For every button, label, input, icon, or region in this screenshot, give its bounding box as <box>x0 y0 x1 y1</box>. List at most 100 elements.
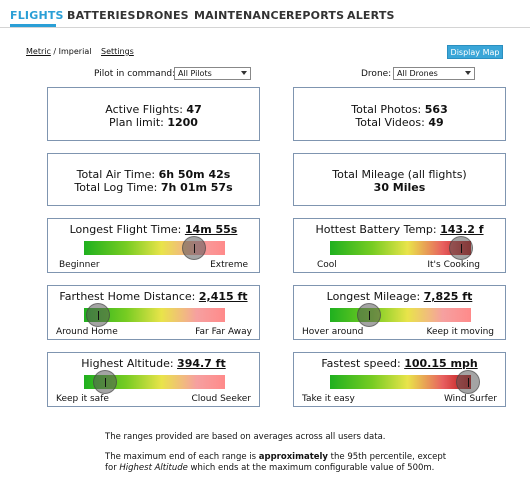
knob-tick <box>98 311 100 320</box>
main-nav: FLIGHTS BATTERIES DRONES MAINTENANCE REP… <box>0 0 530 28</box>
tab-reports[interactable]: REPORTS <box>286 9 345 22</box>
knob-tick <box>105 378 107 387</box>
plan-limit-line: Plan limit: 1200 <box>48 116 259 129</box>
gauge-value: 14m 55s <box>184 223 238 236</box>
air-time-label: Total Air Time: <box>76 168 156 181</box>
tab-alerts[interactable]: ALERTS <box>347 9 395 22</box>
active-flights-label: Active Flights: <box>105 103 183 116</box>
settings-link-wrap: Settings <box>101 47 134 56</box>
unit-separator: / <box>50 47 59 56</box>
gauge-knob <box>86 303 111 327</box>
gauge-bar <box>330 308 471 322</box>
gauge-right-label: It's Cooking <box>427 260 480 270</box>
gauge-bar <box>330 241 471 255</box>
unit-toggle: Metric / Imperial <box>26 47 91 56</box>
total-videos-label: Total Videos: <box>355 116 425 129</box>
gauge-knob <box>456 370 481 394</box>
tab-drones[interactable]: DRONES <box>136 9 189 22</box>
gauge-right-label: Extreme <box>210 260 248 270</box>
imperial-link[interactable]: Imperial <box>58 47 92 56</box>
plan-limit-label: Plan limit: <box>109 116 164 129</box>
note-text-b: approximately <box>258 452 328 462</box>
gauge-bar <box>84 375 225 389</box>
gauge-title-label: Hottest Battery Temp: <box>315 223 437 236</box>
note-text-a: The maximum end of each range is <box>105 452 259 462</box>
pilot-select[interactable]: All Pilots <box>174 67 251 80</box>
gauge-bar <box>84 308 225 322</box>
gauge-value: 394.7 ft <box>177 357 226 370</box>
gauge-title-label: Farthest Home Distance: <box>59 290 196 303</box>
gauge-knob <box>93 370 118 394</box>
active-flights-line: Active Flights: 47 <box>48 103 259 116</box>
gauge-title: Longest Mileage: 7,825 ft <box>294 290 505 303</box>
total-videos-value: 49 <box>428 116 444 129</box>
drone-label: Drone: <box>361 69 392 79</box>
note-text-f: which ends at the maximum configurable v… <box>187 463 435 473</box>
knob-tick <box>193 244 195 253</box>
tab-batteries[interactable]: BATTERIES <box>67 9 136 22</box>
gauge-value: 143.2 f <box>440 223 484 236</box>
active-flights-value: 47 <box>186 103 202 116</box>
gauge-knob <box>181 236 206 260</box>
gauge-card-highest-altitude: Highest Altitude: 394.7 ft Keep it safe … <box>47 352 260 407</box>
gauge-title-label: Longest Mileage: <box>326 290 421 303</box>
gauge-left-label: Keep it safe <box>56 394 109 404</box>
note-text-e: Highest Altitude <box>119 463 188 473</box>
gauge-bar <box>330 375 471 389</box>
log-time-line: Total Log Time: 7h 01m 57s <box>48 181 259 194</box>
mileage-label: Total Mileage (all flights) <box>332 168 467 181</box>
gauge-card-farthest-home-distance: Farthest Home Distance: 2,415 ft Around … <box>47 285 260 340</box>
gauge-title: Longest Flight Time: 14m 55s <box>48 223 259 236</box>
air-time-card: Total Air Time: 6h 50m 42s Total Log Tim… <box>47 153 260 206</box>
air-time-line: Total Air Time: 6h 50m 42s <box>48 168 259 181</box>
gauge-right-label: Far Far Away <box>195 327 252 337</box>
drone-select-value: All Drones <box>397 69 438 78</box>
gauge-value: 100.15 mph <box>404 357 478 370</box>
gauge-knob <box>449 236 474 260</box>
mileage-card: Total Mileage (all flights) 30 Miles <box>293 153 506 206</box>
knob-tick <box>468 378 470 387</box>
drone-select[interactable]: All Drones <box>393 67 475 80</box>
pilot-select-value: All Pilots <box>178 69 212 78</box>
knob-tick <box>461 244 463 253</box>
gauge-title: Farthest Home Distance: 2,415 ft <box>48 290 259 303</box>
mileage-value: 30 Miles <box>373 181 426 194</box>
percentile-note: The maximum end of each range is approxi… <box>105 452 465 474</box>
gauge-card-longest-flight-time: Longest Flight Time: 14m 55s Beginner Ex… <box>47 218 260 273</box>
gauge-title-label: Fastest speed: <box>321 357 401 370</box>
gauge-value: 7,825 ft <box>423 290 473 303</box>
display-map-button[interactable]: Display Map <box>447 45 503 59</box>
gauge-left-label: Hover around <box>302 327 364 337</box>
tab-maintenance[interactable]: MAINTENANCE <box>194 9 287 22</box>
chevron-down-icon <box>465 71 471 75</box>
gauge-title-label: Highest Altitude: <box>81 357 174 370</box>
gauge-knob <box>357 303 382 327</box>
gauge-card-hottest-battery-temp: Hottest Battery Temp: 143.2 f Cool It's … <box>293 218 506 273</box>
gauge-left-label: Take it easy <box>302 394 355 404</box>
metric-link[interactable]: Metric <box>26 47 51 56</box>
settings-link[interactable]: Settings <box>101 47 134 56</box>
knob-tick <box>369 311 371 320</box>
gauge-value: 2,415 ft <box>198 290 248 303</box>
total-photos-label: Total Photos: <box>351 103 422 116</box>
gauge-right-label: Keep it moving <box>426 327 494 337</box>
total-photos-value: 563 <box>424 103 448 116</box>
air-time-value: 6h 50m 42s <box>158 168 231 181</box>
ranges-note: The ranges provided are based on average… <box>105 432 386 442</box>
note-text-c: the 95th percentile, except <box>327 452 447 462</box>
log-time-value: 7h 01m 57s <box>160 181 233 194</box>
gauge-left-label: Around Home <box>56 327 118 337</box>
media-card: Total Photos: 563 Total Videos: 49 <box>293 87 506 141</box>
gauge-title-label: Longest Flight Time: <box>69 223 182 236</box>
note-text-d: for <box>105 463 120 473</box>
total-photos-line: Total Photos: 563 <box>294 103 505 116</box>
gauge-right-label: Cloud Seeker <box>191 394 251 404</box>
pilot-label: Pilot in command: <box>94 69 176 79</box>
mileage-value-line: 30 Miles <box>294 181 505 194</box>
gauge-right-label: Wind Surfer <box>443 394 497 404</box>
gauge-title: Hottest Battery Temp: 143.2 f <box>294 223 505 236</box>
gauge-title: Fastest speed: 100.15 mph <box>294 357 505 370</box>
tab-flights[interactable]: FLIGHTS <box>10 9 64 22</box>
gauge-title: Highest Altitude: 394.7 ft <box>48 357 259 370</box>
gauge-card-fastest-speed: Fastest speed: 100.15 mph Take it easy W… <box>293 352 506 407</box>
